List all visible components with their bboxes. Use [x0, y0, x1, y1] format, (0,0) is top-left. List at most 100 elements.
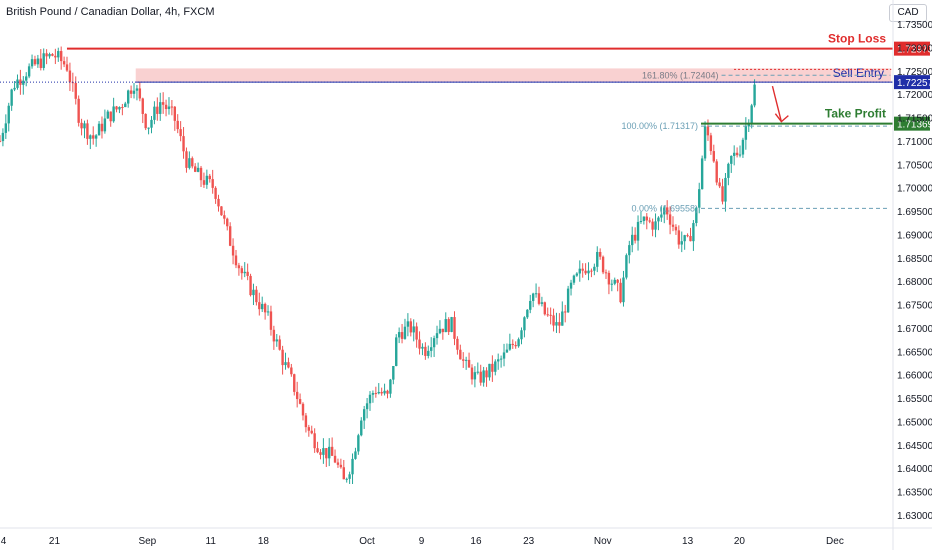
candle-up	[112, 106, 115, 122]
candle-down	[456, 338, 459, 350]
candle-up	[566, 288, 570, 313]
candle-down	[80, 122, 83, 129]
sell-entry-label: Sell Entry	[833, 66, 884, 80]
price-tick-label: 1.70000	[897, 184, 932, 195]
candle-up	[450, 317, 453, 332]
candle-down	[686, 235, 689, 237]
candle-down	[342, 467, 345, 480]
price-tick-label: 1.66500	[897, 347, 932, 358]
candle-up	[741, 139, 745, 155]
candle-down	[409, 321, 412, 333]
candle-down	[217, 198, 220, 207]
candle-down	[33, 59, 37, 65]
stop-loss-label: Stop Loss	[828, 32, 886, 46]
candle-up	[429, 347, 433, 351]
candle-down	[77, 98, 80, 123]
price-tick-label: 1.68500	[897, 254, 932, 265]
time-tick-label: 16	[470, 536, 482, 547]
candle-down	[549, 314, 552, 316]
candle-down	[441, 328, 445, 333]
candle-down	[709, 135, 713, 152]
candle-down	[246, 271, 249, 276]
candle-up	[322, 448, 325, 455]
candle-down	[307, 427, 311, 431]
candle-up	[520, 330, 523, 340]
price-tick-label: 1.66000	[897, 371, 932, 382]
candle-down	[54, 55, 57, 58]
candle-down	[161, 102, 165, 105]
candle-up	[275, 339, 278, 342]
candle-down	[263, 303, 267, 313]
candle-down	[92, 135, 95, 139]
candle-down	[633, 234, 637, 241]
candle-down	[514, 345, 517, 347]
candle-down	[604, 272, 608, 274]
candle-up	[692, 223, 695, 242]
candle-up	[412, 326, 415, 333]
candle-down	[491, 363, 494, 372]
candle-up	[523, 317, 526, 331]
candle-up	[392, 365, 395, 380]
candle-down	[674, 226, 678, 231]
candle-down	[735, 152, 739, 156]
candle-up	[529, 300, 532, 310]
candle-up	[97, 123, 101, 136]
candle-up	[196, 167, 200, 172]
time-axis[interactable]: 4 21 Sep 11 18 Oct 9 16 23 Nov 13 20 Dec	[1, 536, 844, 547]
candle-up	[636, 221, 640, 241]
candle-down	[272, 329, 276, 342]
candle-down	[68, 70, 72, 83]
time-tick-label: 13	[682, 536, 694, 547]
price-tick-label: 1.71000	[897, 137, 932, 148]
candle-down	[290, 367, 293, 375]
candle-up	[724, 177, 727, 202]
candle-up	[476, 371, 480, 373]
candle-up	[403, 326, 407, 339]
time-tick-label: Sep	[138, 536, 156, 547]
price-tick-label: 1.65000	[897, 417, 932, 428]
candle-up	[383, 390, 386, 394]
candle-down	[590, 270, 593, 272]
candle-up	[561, 311, 564, 326]
candle-up	[703, 126, 707, 159]
candle-down	[546, 314, 549, 316]
candle-down	[194, 166, 197, 172]
candle-down	[173, 106, 177, 121]
candle-up	[126, 90, 130, 104]
take-profit-price: 1.71369	[897, 120, 932, 131]
candle-up	[505, 349, 509, 353]
fibonacci-levels: 161.80% (1.72404) 100.00% (1.71317) 0.00% …	[621, 68, 892, 213]
candle-up	[124, 103, 127, 108]
candle-up	[377, 391, 380, 394]
candle-up	[153, 106, 156, 120]
candle-down	[648, 220, 651, 222]
candle-down	[689, 235, 692, 242]
currency-badge[interactable]: CAD	[889, 4, 927, 22]
candle-up	[555, 322, 558, 326]
candle-down	[234, 255, 238, 266]
candle-down	[721, 186, 724, 202]
candle-down	[138, 88, 142, 99]
candle-up	[639, 220, 643, 222]
candle-up	[345, 478, 348, 480]
candle-down	[199, 167, 203, 181]
candle-down	[59, 51, 63, 62]
candle-up	[328, 446, 331, 459]
candle-up	[464, 359, 468, 361]
candle-up	[700, 158, 704, 190]
candle-down	[418, 339, 421, 349]
candle-down	[380, 391, 383, 394]
candle-down	[645, 216, 648, 221]
candle-up	[147, 127, 150, 129]
sell-entry-price-tag	[894, 75, 930, 90]
price-tick-label: 1.72000	[897, 90, 932, 101]
candle-up	[432, 338, 436, 348]
candle-up	[159, 102, 162, 114]
candle-down	[304, 415, 308, 428]
candle-up	[360, 420, 363, 436]
trade-levels: Stop Loss 1.72973 Sell Entry 1.72257 Take Pr…	[0, 32, 932, 131]
candle-up	[435, 333, 439, 339]
candle-up	[13, 87, 16, 90]
